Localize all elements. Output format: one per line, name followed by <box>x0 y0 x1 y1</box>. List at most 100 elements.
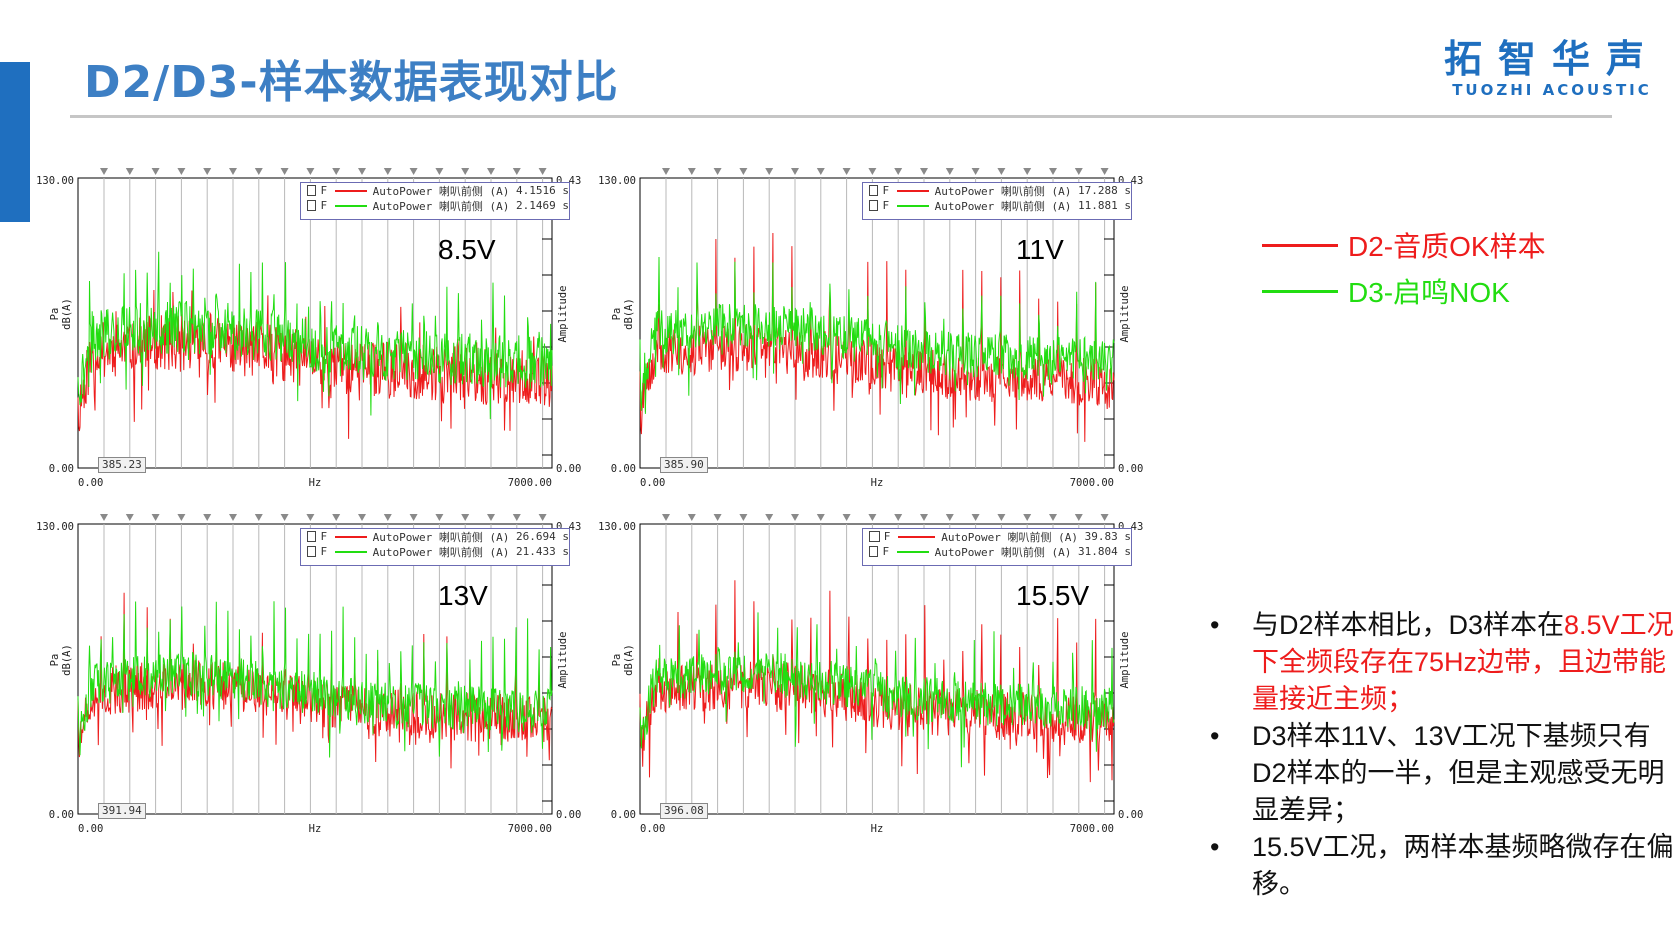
legend-flag: F <box>320 184 328 197</box>
key-label-d3: D3-启鸣NOK <box>1348 277 1510 308</box>
harmonic-marker-triangle <box>971 168 980 175</box>
legend-swatch <box>897 550 929 553</box>
y-tick-max: 130.00 <box>598 521 636 533</box>
harmonic-marker-triangle <box>254 168 263 175</box>
harmonic-marker-triangle <box>409 168 418 175</box>
harmonic-marker-triangle <box>177 168 186 175</box>
legend-series-name: AutoPower 喇叭前侧 (A) <box>372 530 510 544</box>
y-tick-max: 130.00 <box>598 175 636 187</box>
cursor-readout: 385.90 <box>660 457 708 473</box>
harmonic-marker-triangle <box>383 514 392 521</box>
harmonic-marker-triangle <box>125 514 134 521</box>
right-axis-label: Amplitude <box>1119 286 1131 343</box>
logo-main-text: 拓智华声 <box>1443 37 1660 81</box>
harmonic-marker-triangle <box>739 168 748 175</box>
harmonic-marker-triangle <box>1023 514 1032 521</box>
harmonic-marker-triangle <box>177 514 186 521</box>
harmonic-marker-triangle <box>280 514 289 521</box>
chart-legend: F AutoPower 喇叭前侧 (A) 26.694 s F AutoPower 喇… <box>300 528 570 566</box>
harmonic-marker-triangle <box>435 514 444 521</box>
harmonic-marker-triangle <box>383 168 392 175</box>
legend-checkbox[interactable] <box>307 200 317 211</box>
legend-checkbox[interactable] <box>869 200 879 211</box>
x-axis-label: Hz <box>871 823 884 835</box>
harmonic-marker-triangle <box>332 514 341 521</box>
bullet-dot: • <box>1210 832 1220 862</box>
note-text: 15.5V工况，两样本基频略微存在偏移。 <box>1252 832 1674 899</box>
voltage-label: 15.5V <box>1016 580 1090 611</box>
harmonic-marker-triangle <box>358 514 366 521</box>
voltage-label: 8.5V <box>438 234 496 265</box>
harmonic-marker-triangle <box>894 514 903 521</box>
y-tick-max: 130.00 <box>36 175 74 187</box>
series-d3-line <box>639 256 1115 414</box>
harmonic-marker-triangle <box>358 168 366 175</box>
legend-checkbox[interactable] <box>869 546 879 557</box>
harmonic-marker-triangle <box>203 168 212 175</box>
harmonic-marker-triangle <box>100 514 108 521</box>
legend-flag: F <box>883 530 891 543</box>
harmonic-marker-triangle <box>1100 168 1109 175</box>
legend-swatch <box>335 204 367 207</box>
harmonic-marker-triangle <box>868 514 877 521</box>
harmonic-marker-triangle <box>687 168 696 175</box>
series-d3-line <box>77 251 553 420</box>
note-item: • D3样本11V、13V工况下基频只有D2样本的一半，但是主观感受无明显差异； <box>1200 718 1680 829</box>
harmonic-marker-triangle <box>229 168 237 175</box>
harmonic-marker-triangle <box>765 168 774 175</box>
harmonic-marker-triangle <box>409 514 418 521</box>
x-tick-min: 0.00 <box>640 477 665 489</box>
series-d3-line <box>77 601 553 758</box>
x-tick-max: 7000.00 <box>508 823 552 835</box>
x-axis-label: Hz <box>871 477 884 489</box>
right-axis-label: Amplitude <box>557 632 569 689</box>
harmonic-marker-triangle <box>229 514 237 521</box>
page-title: D2/D3-样本数据表现对比 <box>84 57 619 108</box>
note-text: 8.5V工况下全频段存在75Hz边带，且边带能量接近主频； <box>1252 610 1674 714</box>
harmonic-marker-triangle <box>662 168 670 175</box>
legend-row: F AutoPower 喇叭前侧 (A) 26.694 s <box>301 529 569 544</box>
spectrum-plot: 130.00 0.00 0.00 7000.00 Hz Pa dB(A) Amplitude 0… <box>36 168 581 489</box>
note-item: • 15.5V工况，两样本基频略微存在偏移。 <box>1200 829 1680 903</box>
legend-checkbox[interactable] <box>307 531 317 542</box>
harmonic-marker-triangle <box>842 168 851 175</box>
voltage-label: 13V <box>438 580 488 611</box>
legend-checkbox[interactable] <box>869 185 879 196</box>
y-axis-label: dB(A) <box>623 298 635 330</box>
legend-swatch <box>898 535 936 538</box>
legend-series-time: 4.1516 s <box>516 184 569 197</box>
harmonic-marker-triangle <box>151 514 160 521</box>
harmonic-marker-triangle <box>687 514 696 521</box>
harmonic-marker-triangle <box>332 168 341 175</box>
right-axis-label: Amplitude <box>557 286 569 343</box>
accent-bar <box>0 62 30 222</box>
right-tick-min: 0.00 <box>1118 463 1143 475</box>
harmonic-marker-triangle <box>894 168 903 175</box>
plot-frame <box>77 523 553 815</box>
note-item: • 与D2样本相比，D3样本在8.5V工况下全频段存在75Hz边带，且边带能量接近… <box>1200 607 1680 718</box>
harmonic-marker-triangle <box>920 168 928 175</box>
legend-checkbox[interactable] <box>869 531 880 542</box>
harmonic-marker-triangle <box>512 514 521 521</box>
right-axis-label: Amplitude <box>1119 632 1131 689</box>
legend-row: F AutoPower 喇叭前侧 (A) 2.1469 s <box>301 198 569 213</box>
right-tick-min: 0.00 <box>1118 809 1143 821</box>
harmonic-marker-triangle <box>997 514 1006 521</box>
harmonic-marker-triangle <box>125 168 134 175</box>
legend-flag: F <box>320 545 328 558</box>
y-tick-max: 130.00 <box>36 521 74 533</box>
chart-legend: F AutoPower 喇叭前侧 (A) 17.288 s F AutoPower 喇… <box>862 182 1132 220</box>
plot-frame <box>77 177 553 469</box>
legend-row: F AutoPower 喇叭前侧 (A) 39.83 s <box>863 529 1131 544</box>
legend-series-name: AutoPower 喇叭前侧 (A) <box>934 545 1072 559</box>
legend-checkbox[interactable] <box>307 185 317 196</box>
chart-panel-11v: 130.00 0.00 0.00 7000.00 Hz Pa dB(A) Amplitude 0… <box>592 164 1192 514</box>
spectrum-plot: 130.00 0.00 0.00 7000.00 Hz Pa dB(A) Amplitude 0… <box>36 514 581 835</box>
legend-series-name: AutoPower 喇叭前侧 (A) <box>934 199 1072 213</box>
right-tick-min: 0.00 <box>556 463 581 475</box>
y-tick-min: 0.00 <box>611 463 636 475</box>
harmonic-marker-triangle <box>791 168 799 175</box>
y-tick-min: 0.00 <box>49 463 74 475</box>
bullet-dot: • <box>1210 610 1220 640</box>
legend-checkbox[interactable] <box>307 546 317 557</box>
